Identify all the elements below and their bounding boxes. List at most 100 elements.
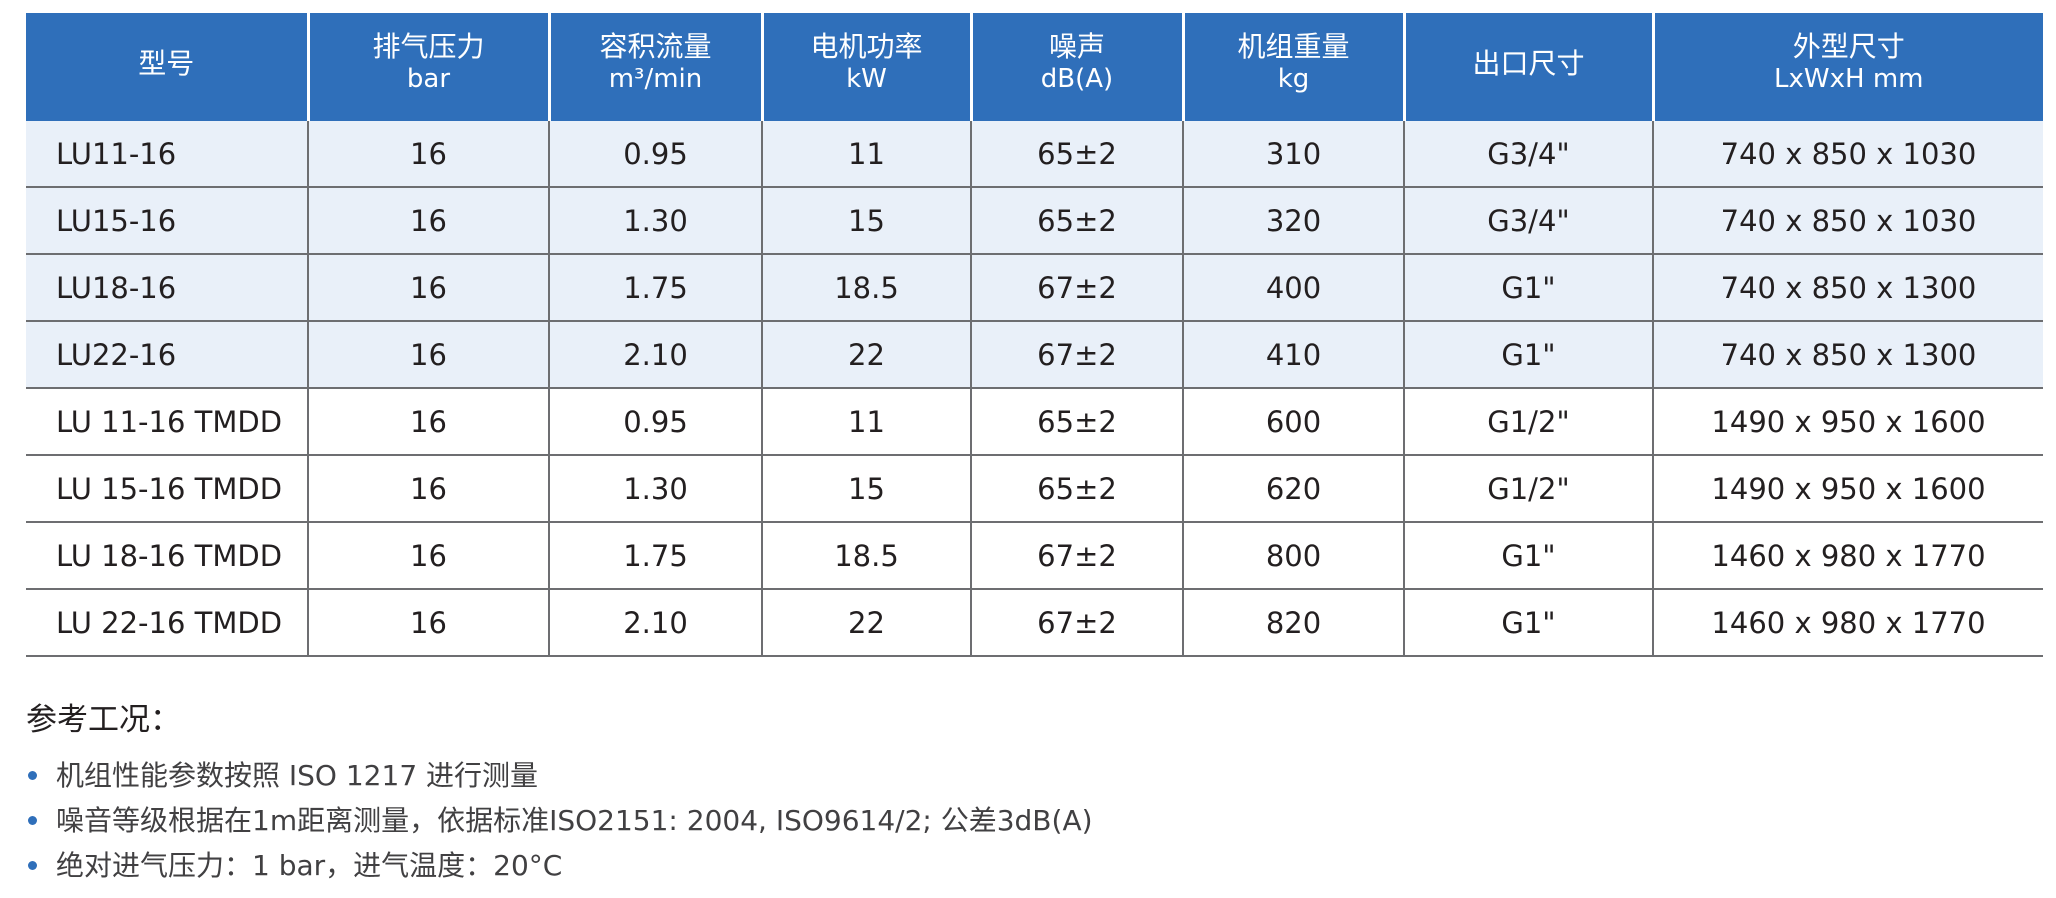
table-cell: 1490 x 950 x 1600 xyxy=(1652,455,2043,523)
table-cell: 65±2 xyxy=(970,187,1183,255)
table-cell: 2.10 xyxy=(548,321,762,389)
table-cell: G1" xyxy=(1403,254,1653,322)
header-cell: 外型尺寸 LxWxH mm xyxy=(1651,13,2043,121)
table-cell: 65±2 xyxy=(970,455,1183,523)
table-cell: 1.30 xyxy=(548,187,762,255)
table-cell: 16 xyxy=(307,254,549,322)
table-cell: 65±2 xyxy=(970,388,1183,456)
table-cell: 16 xyxy=(307,589,549,657)
table-cell: 410 xyxy=(1182,321,1404,389)
table-cell: LU18-16 xyxy=(26,254,308,322)
header-title: 容积流量 xyxy=(599,30,712,63)
spec-table: 型号 排气压力 bar 容积流量 m³/min 电机功率 kW 噪声 dB(A) 机组重量 kg 出口… xyxy=(26,13,2043,657)
header-unit: bar xyxy=(406,64,451,94)
table-cell: 1.75 xyxy=(548,254,762,322)
table-cell: 1.30 xyxy=(548,455,762,523)
table-cell: G3/4" xyxy=(1403,121,1653,188)
table-cell: G1" xyxy=(1403,321,1653,389)
header-title: 型号 xyxy=(138,46,195,80)
table-cell: G1/2" xyxy=(1403,388,1653,456)
table-cell: 16 xyxy=(307,121,549,188)
table-cell: G1/2" xyxy=(1403,455,1653,523)
table-cell: 800 xyxy=(1182,522,1404,590)
table-cell: 740 x 850 x 1300 xyxy=(1652,254,2043,322)
table-cell: 15 xyxy=(761,455,971,523)
table-cell: 310 xyxy=(1182,121,1404,188)
table-cell: 16 xyxy=(307,187,549,255)
table-row: LU 18-16 TMDD 16 1.75 18.5 67±2 800 G1" 1460 x … xyxy=(26,522,2043,590)
table-cell: 820 xyxy=(1182,589,1404,657)
header-title: 出口尺寸 xyxy=(1472,46,1585,80)
table-cell: 11 xyxy=(761,388,971,456)
header-cell: 型号 xyxy=(26,13,308,121)
table-row: LU 22-16 TMDD 16 2.10 22 67±2 820 G1" 1460 x 98… xyxy=(26,589,2043,657)
table-cell: G1" xyxy=(1403,589,1653,657)
table-cell: 620 xyxy=(1182,455,1404,523)
table-cell: LU 15-16 TMDD xyxy=(26,455,308,523)
table-cell: LU15-16 xyxy=(26,187,308,255)
header-title: 机组重量 xyxy=(1237,30,1350,63)
table-cell: LU 11-16 TMDD xyxy=(26,388,308,456)
table-cell: 16 xyxy=(307,321,549,389)
table-cell: 67±2 xyxy=(970,321,1183,389)
header-unit: kW xyxy=(846,64,887,94)
notes-title: 参考工况： xyxy=(26,702,181,738)
table-cell: 1490 x 950 x 1600 xyxy=(1652,388,2043,456)
table-cell: 1460 x 980 x 1770 xyxy=(1652,589,2043,657)
table-cell: LU 18-16 TMDD xyxy=(26,522,308,590)
table-cell: 320 xyxy=(1182,187,1404,255)
header-cell: 电机功率 kW xyxy=(760,13,971,121)
header-unit: dB(A) xyxy=(1040,64,1114,94)
header-title: 排气压力 xyxy=(372,30,485,63)
table-cell: 740 x 850 x 1030 xyxy=(1652,121,2043,188)
table-cell: 2.10 xyxy=(548,589,762,657)
header-cell: 噪声 dB(A) xyxy=(969,13,1183,121)
table-cell: 16 xyxy=(307,455,549,523)
table-cell: LU22-16 xyxy=(26,321,308,389)
header-unit: kg xyxy=(1277,64,1310,94)
notes: 参考工况： 机组性能参数按照 ISO 1217 进行测量 噪音等级根据在1m距离测… xyxy=(26,695,1093,888)
table-cell: 16 xyxy=(307,522,549,590)
table-row: LU11-16 16 0.95 11 65±2 310 G3/4" 740 x 850 x 1… xyxy=(26,121,2043,188)
header-cell: 机组重量 kg xyxy=(1181,13,1404,121)
table-cell: 22 xyxy=(761,589,971,657)
table-row: LU 15-16 TMDD 16 1.30 15 65±2 620 G1/2" 1490 x … xyxy=(26,455,2043,523)
note-item: 噪音等级根据在1m距离测量，依据标准ISO2151: 2004, ISO9614… xyxy=(26,798,1093,843)
header-title: 外型尺寸 xyxy=(1792,30,1905,63)
table-cell: 740 x 850 x 1030 xyxy=(1652,187,2043,255)
header-row: 型号 排气压力 bar 容积流量 m³/min 电机功率 kW 噪声 dB(A) 机组重量 kg 出口… xyxy=(26,13,2043,121)
table-cell: 740 x 850 x 1300 xyxy=(1652,321,2043,389)
table-cell: 0.95 xyxy=(548,388,762,456)
note-item: 绝对进气压力：1 bar，进气温度：20°C xyxy=(26,843,1093,888)
header-unit: m³/min xyxy=(608,64,703,94)
header-cell: 排气压力 bar xyxy=(306,13,549,121)
header-title: 电机功率 xyxy=(810,30,923,63)
table-cell: 15 xyxy=(761,187,971,255)
table-cell: 1.75 xyxy=(548,522,762,590)
table-cell: 18.5 xyxy=(761,522,971,590)
table-cell: 16 xyxy=(307,388,549,456)
table-cell: 67±2 xyxy=(970,589,1183,657)
header-title: 噪声 xyxy=(1048,30,1105,63)
table-cell: 18.5 xyxy=(761,254,971,322)
table-cell: 400 xyxy=(1182,254,1404,322)
table-cell: 67±2 xyxy=(970,522,1183,590)
table-body: LU11-16 16 0.95 11 65±2 310 G3/4" 740 x 850 x 1… xyxy=(26,121,2043,657)
table-cell: 0.95 xyxy=(548,121,762,188)
table-cell: LU 22-16 TMDD xyxy=(26,589,308,657)
table-row: LU18-16 16 1.75 18.5 67±2 400 G1" 740 x 850 x 1… xyxy=(26,254,2043,322)
note-item: 机组性能参数按照 ISO 1217 进行测量 xyxy=(26,753,1093,798)
table-row: LU22-16 16 2.10 22 67±2 410 G1" 740 x 850 x 130… xyxy=(26,321,2043,389)
table-row: LU 11-16 TMDD 16 0.95 11 65±2 600 G1/2" 1490 x … xyxy=(26,388,2043,456)
header-cell: 容积流量 m³/min xyxy=(547,13,762,121)
header-unit: LxWxH mm xyxy=(1774,64,1924,94)
table-cell: LU11-16 xyxy=(26,121,308,188)
table-cell: 11 xyxy=(761,121,971,188)
table-cell: 67±2 xyxy=(970,254,1183,322)
header-cell: 出口尺寸 xyxy=(1402,13,1653,121)
notes-list: 机组性能参数按照 ISO 1217 进行测量 噪音等级根据在1m距离测量，依据标准… xyxy=(26,753,1093,888)
table-row: LU15-16 16 1.30 15 65±2 320 G3/4" 740 x 850 x 1… xyxy=(26,187,2043,255)
table-cell: G3/4" xyxy=(1403,187,1653,255)
table-cell: G1" xyxy=(1403,522,1653,590)
table-cell: 1460 x 980 x 1770 xyxy=(1652,522,2043,590)
